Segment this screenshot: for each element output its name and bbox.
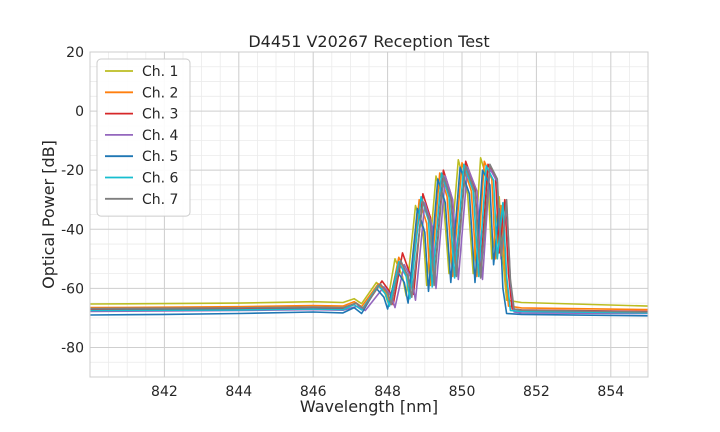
- series-line-ch-6: [89, 163, 649, 314]
- y-tick-label: -20: [61, 163, 84, 179]
- y-tick-label: 20: [66, 45, 84, 61]
- chart-title: D4451 V20267 Reception Test: [248, 32, 489, 51]
- legend-entry: Ch. 1: [142, 64, 178, 80]
- x-tick-labels: 842 844 846 848 850 852 854: [151, 384, 624, 400]
- y-tick-label: -60: [61, 281, 84, 297]
- x-tick-label: 854: [597, 384, 624, 400]
- y-tick-label: -80: [61, 340, 84, 356]
- series-layer: [89, 157, 649, 317]
- legend-entry: Ch. 5: [142, 149, 178, 165]
- y-axis-label: Optical Power [dB]: [39, 140, 58, 289]
- legend-entry: Ch. 3: [142, 107, 178, 123]
- x-tick-label: 852: [523, 384, 550, 400]
- series-line-ch-5: [89, 166, 649, 317]
- y-tick-label: 0: [75, 104, 84, 120]
- y-tick-labels: 20 0 -20 -40 -60 -80: [61, 45, 84, 356]
- legend: Ch. 1 Ch. 2 Ch. 3 Ch. 4 Ch. 5 Ch. 6 Ch. 7: [96, 58, 191, 217]
- x-tick-label: 848: [374, 384, 401, 400]
- series-line-ch-7: [89, 163, 649, 313]
- x-tick-label: 846: [300, 384, 327, 400]
- x-tick-label: 850: [449, 384, 476, 400]
- legend-entry: Ch. 7: [142, 192, 178, 208]
- legend-entry: Ch. 6: [142, 171, 179, 187]
- legend-entry: Ch. 2: [142, 85, 178, 101]
- legend-entry: Ch. 4: [142, 128, 179, 144]
- x-axis-label: Wavelength [nm]: [300, 397, 438, 416]
- x-tick-label: 842: [151, 384, 178, 400]
- plot-frame: [89, 51, 649, 378]
- x-tick-label: 844: [225, 384, 252, 400]
- y-tick-label: -40: [61, 222, 84, 238]
